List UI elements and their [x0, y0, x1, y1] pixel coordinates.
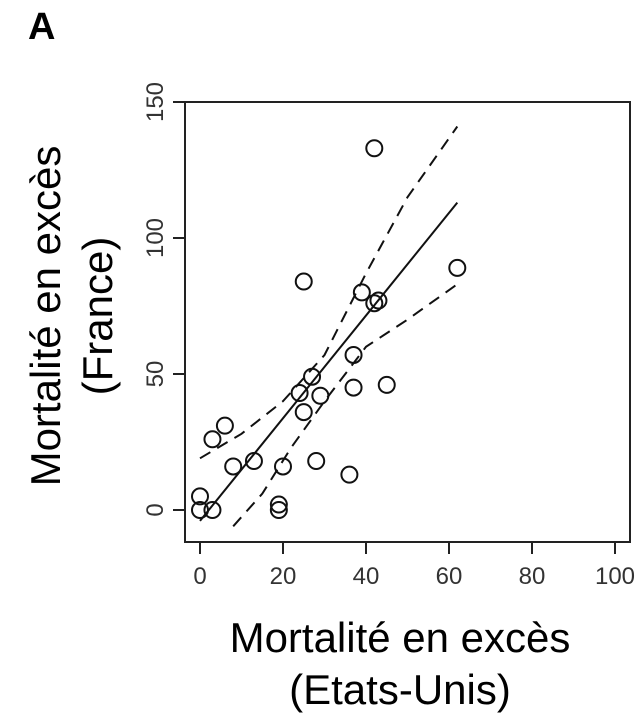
- x-tick-label-3: 60: [436, 563, 463, 590]
- data-point-13: [303, 367, 322, 386]
- x-tick-label-4: 80: [519, 563, 546, 590]
- x-tick-label-5: 100: [595, 563, 635, 590]
- fit-line: [199, 201, 459, 522]
- data-point-24: [448, 258, 467, 277]
- data-point-22: [365, 139, 384, 158]
- data-point-3: [203, 430, 222, 449]
- x-axis-label: Mortalité en excès (Etats-Unis): [170, 612, 630, 716]
- data-point-5: [224, 457, 243, 476]
- data-point-6: [244, 452, 263, 471]
- x-axis-label-line1: Mortalité en excès: [229, 614, 571, 661]
- y-axis-label-line1: Mortalité en excès: [22, 145, 69, 487]
- data-point-16: [340, 465, 359, 484]
- data-point-21: [369, 291, 388, 310]
- x-axis-label-line2: (Etats-Unis): [289, 666, 511, 713]
- data-point-14: [307, 452, 326, 471]
- y-axis-label: Mortalité en excès (France): [20, 96, 140, 536]
- panel-label: A: [28, 6, 56, 48]
- data-point-8: [269, 501, 288, 519]
- confidence-upper-line: [199, 125, 459, 460]
- data-point-12: [294, 272, 313, 291]
- y-axis-label-line2: (France): [74, 236, 121, 396]
- data-point-15: [311, 386, 330, 405]
- data-point-0: [191, 487, 209, 506]
- x-tick-label-2: 40: [353, 563, 380, 590]
- y-tick-label-1: 50: [142, 361, 169, 388]
- axes-group: 0 20 40 60 80 100 0 50 100 150: [142, 82, 635, 590]
- data-point-11: [294, 403, 313, 422]
- x-tick-label-0: 0: [193, 563, 206, 590]
- points-group: [191, 139, 467, 519]
- data-point-18: [344, 378, 363, 397]
- data-point-7: [269, 495, 288, 514]
- data-point-2: [203, 501, 222, 519]
- fit-lines-group: [199, 125, 459, 527]
- data-point-1: [191, 501, 209, 519]
- data-point-17: [344, 345, 363, 364]
- y-tick-label-0: 0: [142, 503, 169, 516]
- data-point-9: [274, 457, 292, 476]
- data-point-20: [365, 294, 384, 313]
- confidence-lower-line: [232, 283, 458, 527]
- data-point-23: [377, 375, 396, 394]
- y-tick-label-2: 100: [142, 218, 169, 258]
- data-point-10: [290, 384, 309, 403]
- plot-frame: [184, 101, 631, 543]
- x-tick-label-1: 20: [270, 563, 297, 590]
- y-tick-label-3: 150: [142, 82, 169, 122]
- data-point-4: [215, 416, 234, 435]
- data-point-19: [352, 283, 371, 302]
